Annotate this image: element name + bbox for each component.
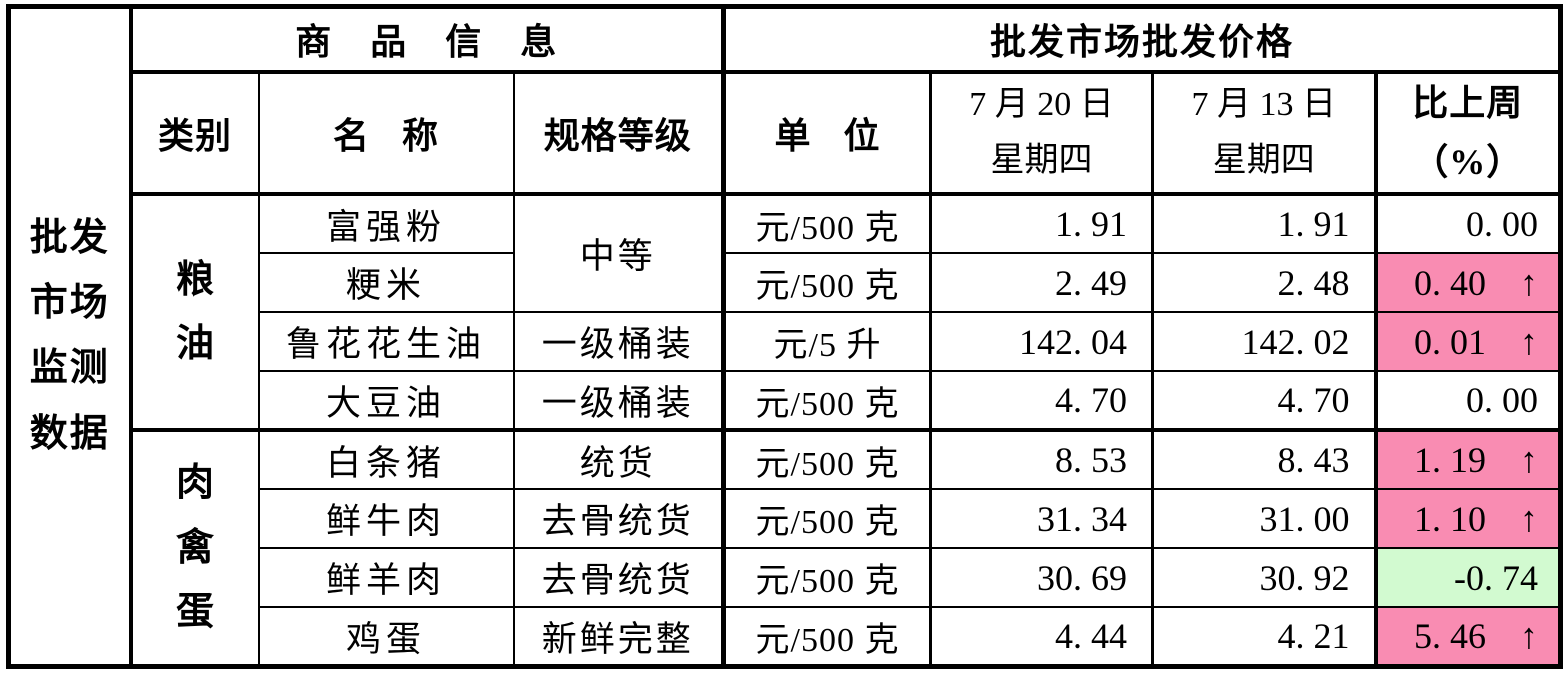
- up-arrow-icon: ↑: [1520, 440, 1539, 481]
- change-value: 0. 00: [1466, 380, 1539, 421]
- unit-cell: 元/500 克: [722, 488, 932, 550]
- price-jul20-cell: 31. 34: [929, 488, 1154, 550]
- spec-cell: 一级桶装: [512, 311, 726, 373]
- product-info-header: 商 品 信 息: [129, 5, 726, 74]
- unit-cell: 元/500 克: [722, 606, 932, 668]
- spec-cell: 一级桶装: [512, 370, 726, 433]
- name-cell: 鸡蛋: [257, 606, 515, 668]
- change-value: 0. 01: [1414, 321, 1487, 362]
- price-jul13-cell: 31. 00: [1151, 488, 1378, 550]
- name-cell: 大豆油: [257, 370, 515, 433]
- date1-line2: 星期四: [990, 141, 1093, 179]
- price-jul20-cell: 2. 49: [929, 252, 1154, 314]
- spec-cell: 去骨统货: [512, 547, 726, 609]
- spec-cell: 新鲜完整: [512, 606, 726, 668]
- price-jul13-cell: 4. 21: [1151, 606, 1378, 668]
- col-header-category: 类别: [129, 70, 260, 197]
- price-jul13-cell: 4. 70: [1151, 370, 1378, 433]
- name-cell: 鲜牛肉: [257, 488, 515, 550]
- table-row: 类别 名 称 规格等级 单 位 7 月 20 日 星期四 7 月 13 日 星期…: [9, 70, 1562, 197]
- table-row: 粳米 元/500 克 2. 49 2. 48 0. 40 ↑: [9, 252, 1562, 314]
- table-row: 批发市场监测数据 商 品 信 息 批发市场批发价格: [7, 5, 1562, 669]
- date2-line2: 星期四: [1212, 141, 1315, 179]
- table-row: 鲜牛肉 去骨统货 元/500 克 31. 34 31. 00 1. 10 ↑: [9, 488, 1562, 550]
- change-value: 1. 10: [1414, 498, 1487, 539]
- left-vertical-header: 批发市场监测数据: [7, 5, 133, 669]
- name-cell: 白条猪: [257, 429, 515, 491]
- price-jul20-cell: 4. 70: [929, 370, 1154, 433]
- unit-cell: 元/500 克: [722, 252, 932, 314]
- price-jul20-cell: 30. 69: [929, 547, 1154, 609]
- spec-cell: 中等: [512, 193, 726, 314]
- up-arrow-icon: ↑: [1520, 321, 1539, 362]
- name-cell: 鲜羊肉: [257, 547, 515, 609]
- table-row: 鲁花花生油 一级桶装 元/5 升 142. 04 142. 02 0. 01 ↑: [9, 311, 1562, 373]
- price-jul13-cell: 2. 48: [1151, 252, 1378, 314]
- price-info-header: 批发市场批发价格: [722, 5, 1562, 74]
- price-jul20-cell: 4. 44: [929, 606, 1154, 668]
- table-row: 鸡蛋 新鲜完整 元/500 克 4. 44 4. 21 5. 46 ↑: [9, 606, 1562, 668]
- price-jul13-cell: 1. 91: [1151, 193, 1378, 255]
- unit-cell: 元/500 克: [722, 547, 932, 609]
- up-arrow-icon: ↑: [1520, 262, 1539, 303]
- table-row: 粮油 富强粉 中等 元/500 克 1. 91 1. 91 0. 00: [9, 193, 1562, 433]
- left-vertical-header-text: 批发市场监测数据: [29, 216, 110, 455]
- change-value: 0. 00: [1466, 204, 1539, 245]
- price-jul13-cell: 30. 92: [1151, 547, 1378, 609]
- name-cell: 富强粉: [257, 193, 515, 255]
- date2-line1: 7 月 13 日: [1191, 85, 1337, 123]
- wholesale-price-table: 批发市场监测数据 商 品 信 息 批发市场批发价格 类别 名 称 规格等级 单 …: [6, 4, 1564, 669]
- table-row: 大豆油 一级桶装 元/500 克 4. 70 4. 70 0. 00: [9, 370, 1562, 433]
- change-cell: 1. 10 ↑: [1374, 488, 1562, 550]
- name-cell: 鲁花花生油: [257, 311, 515, 373]
- change-value: -0. 74: [1454, 557, 1539, 598]
- category-cell: 肉禽蛋: [129, 429, 260, 668]
- category-cell: 粮油: [129, 193, 260, 433]
- unit-cell: 元/500 克: [722, 429, 932, 491]
- table-row: 鲜羊肉 去骨统货 元/500 克 30. 69 30. 92 -0. 74: [9, 547, 1562, 609]
- col-header-name: 名 称: [257, 70, 515, 197]
- date1-line1: 7 月 20 日: [969, 85, 1114, 123]
- change-header-line1: 比上周: [1412, 82, 1524, 123]
- price-jul20-cell: 8. 53: [929, 429, 1154, 491]
- category-text: 粮油: [175, 258, 214, 366]
- spec-cell: 去骨统货: [512, 488, 726, 550]
- price-jul13-cell: 142. 02: [1151, 311, 1378, 373]
- change-cell: -0. 74: [1374, 547, 1562, 609]
- change-header-line2: （%）: [1412, 141, 1524, 182]
- change-value: 0. 40: [1414, 262, 1487, 303]
- change-cell: 0. 40 ↑: [1374, 252, 1562, 314]
- price-jul20-cell: 142. 04: [929, 311, 1154, 373]
- change-value: 5. 46: [1414, 616, 1487, 657]
- col-header-date2: 7 月 13 日 星期四: [1151, 70, 1378, 197]
- up-arrow-icon: ↑: [1520, 616, 1539, 657]
- up-arrow-icon: ↑: [1520, 498, 1539, 539]
- name-cell: 粳米: [257, 252, 515, 314]
- col-header-spec: 规格等级: [512, 70, 726, 197]
- category-text: 肉禽蛋: [175, 462, 214, 634]
- unit-cell: 元/500 克: [722, 193, 932, 255]
- change-cell: 0. 00: [1374, 193, 1562, 255]
- unit-cell: 元/500 克: [722, 370, 932, 433]
- change-cell: 0. 00: [1374, 370, 1562, 433]
- price-jul20-cell: 1. 91: [929, 193, 1154, 255]
- unit-cell: 元/5 升: [722, 311, 932, 373]
- col-header-change: 比上周 （%）: [1374, 70, 1562, 197]
- change-cell: 1. 19 ↑: [1374, 429, 1562, 491]
- col-header-unit: 单 位: [722, 70, 932, 197]
- table-row: 肉禽蛋 白条猪 统货 元/500 克 8. 53 8. 43 1. 19 ↑: [9, 429, 1562, 668]
- change-cell: 0. 01 ↑: [1374, 311, 1562, 373]
- spec-cell: 统货: [512, 429, 726, 491]
- col-header-date1: 7 月 20 日 星期四: [929, 70, 1154, 197]
- price-jul13-cell: 8. 43: [1151, 429, 1378, 491]
- change-value: 1. 19: [1414, 440, 1487, 481]
- change-cell: 5. 46 ↑: [1374, 606, 1562, 668]
